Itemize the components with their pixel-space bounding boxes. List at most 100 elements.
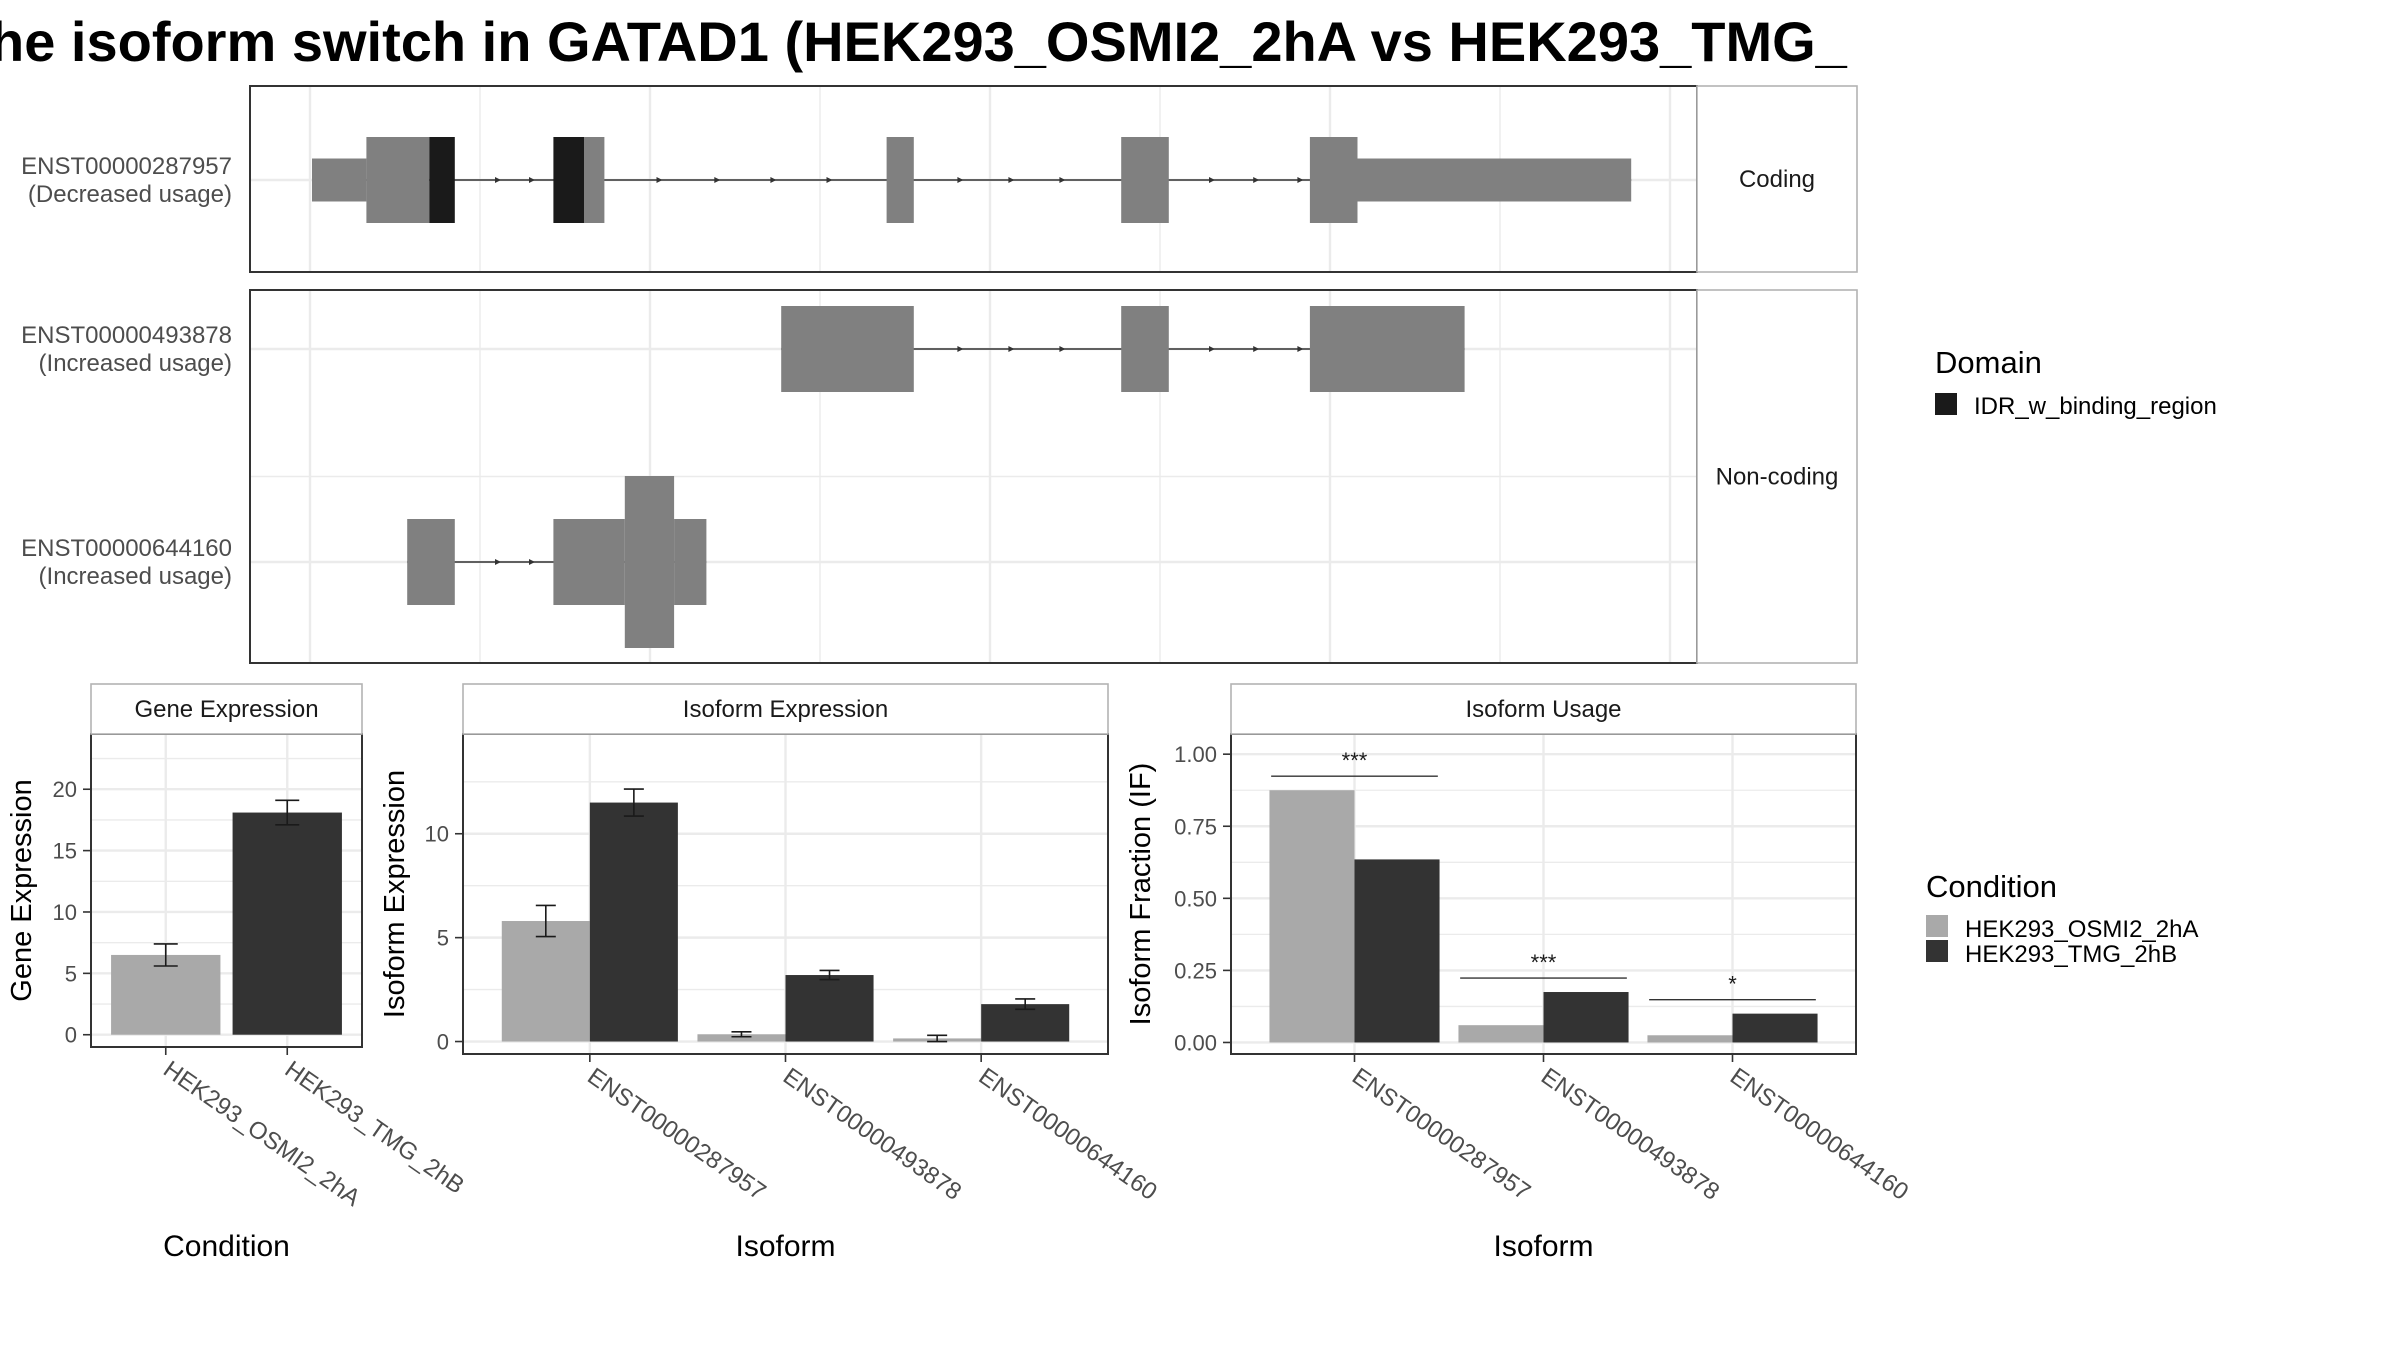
bar: [1269, 790, 1355, 1043]
intron-arrow: [1253, 346, 1260, 352]
bar-plots: Gene Expression05101520HEK293_OSMI2_2hAH…: [6, 683, 1913, 1263]
y-tick-label: 0.00: [1174, 1030, 1217, 1055]
x-tick-label: ENST00000493878: [1536, 1063, 1724, 1206]
error-bar: [275, 799, 300, 826]
x-tick-label: ENST00000287957: [582, 1063, 770, 1206]
chart-title: he isoform switch in GATAD1 (HEK293_OSMI…: [0, 10, 1848, 73]
y-tick-label: 0.25: [1174, 958, 1217, 983]
utr-exon: [1357, 158, 1632, 202]
error-bar: [731, 1030, 752, 1038]
legend-label: IDR_w_binding_region: [1974, 393, 2217, 420]
intron-arrow: [495, 177, 501, 183]
exon: [1309, 137, 1358, 223]
legend-key: [1926, 915, 1948, 937]
exon: [674, 519, 707, 605]
legend-label: HEK293_OSMI2_2hA: [1965, 916, 2198, 943]
intron-arrow: [495, 559, 501, 565]
y-axis-title: Isoform Fraction (IF): [1125, 763, 1157, 1026]
intron-arrow: [656, 177, 663, 183]
domain-exon: [553, 137, 584, 223]
exon: [624, 476, 675, 648]
x-tick-label: ENST00000287957: [1347, 1063, 1535, 1206]
facet-strip: [1696, 85, 1858, 273]
intron-arrow: [714, 177, 721, 183]
bar: [1354, 859, 1440, 1043]
intron-arrow: [1059, 346, 1066, 352]
y-tick-label: 15: [53, 839, 77, 864]
y-tick-label: 1.00: [1174, 742, 1217, 767]
y-axis-title: Gene Expression: [6, 779, 38, 1001]
intron-arrow: [1059, 177, 1066, 183]
transcript-structure-plot: ENST00000287957(Decreased usage) ENST0000…: [21, 85, 1858, 664]
exon: [781, 306, 914, 392]
bar: [785, 975, 874, 1042]
transcript-id-label: ENST00000287957: [21, 153, 232, 180]
facet-strip: [1696, 289, 1858, 664]
x-axis-title: Isoform: [1493, 1230, 1593, 1263]
error-bar: [927, 1034, 948, 1043]
facet-strip: [462, 683, 1109, 735]
facet-label: Isoform Usage: [1465, 696, 1621, 723]
exon: [407, 519, 455, 605]
intron-arrow: [529, 177, 535, 183]
exon: [366, 137, 430, 223]
y-tick-label: 0.75: [1174, 814, 1217, 839]
intron-arrow: [957, 177, 964, 183]
bar: [981, 1004, 1070, 1042]
significance-label: ***: [1342, 748, 1368, 773]
x-tick-label: ENST00000493878: [778, 1063, 966, 1206]
bar: [1647, 1035, 1733, 1043]
transcript-usage-label: (Increased usage): [39, 563, 232, 590]
exon: [886, 137, 914, 223]
y-tick-label: 10: [425, 822, 449, 847]
error-bar: [623, 788, 644, 817]
bar: [111, 954, 221, 1035]
error-bar: [535, 904, 556, 938]
x-tick-label: HEK293_OSMI2_2hA: [158, 1056, 365, 1212]
facet-label: Isoform Expression: [683, 696, 888, 723]
facet-strip: [90, 683, 363, 735]
y-axis-title: Isoform Expression: [379, 770, 411, 1018]
exon: [584, 137, 605, 223]
legend-key: [1935, 393, 1957, 415]
intron-arrow: [957, 346, 964, 352]
bar: [1458, 1025, 1544, 1043]
facet-label: Coding: [1739, 166, 1815, 193]
exon: [553, 519, 625, 605]
exon: [1309, 306, 1465, 392]
exon: [1121, 306, 1169, 392]
utr-exon: [312, 158, 367, 202]
facet-strip: [1230, 683, 1857, 735]
y-tick-label: 0.50: [1174, 886, 1217, 911]
y-tick-label: 10: [53, 900, 77, 925]
bar: [1543, 992, 1629, 1043]
error-bar: [819, 969, 840, 981]
intron-arrow: [1209, 177, 1215, 183]
intron-arrow: [529, 559, 535, 565]
y-tick-label: 20: [53, 777, 77, 802]
intron-arrow: [1297, 177, 1304, 183]
x-tick-label: ENST00000644160: [1725, 1063, 1913, 1206]
transcript-usage-label: (Decreased usage): [28, 181, 232, 208]
y-tick-label: 0: [437, 1030, 449, 1055]
transcript-usage-label: (Increased usage): [39, 350, 232, 377]
exon: [1121, 137, 1169, 223]
legend-label: HEK293_TMG_2hB: [1965, 941, 2177, 968]
x-tick-label: ENST00000644160: [974, 1063, 1162, 1206]
facet-label: Non-coding: [1716, 464, 1839, 491]
intron-arrow: [826, 177, 833, 183]
y-tick-label: 5: [65, 961, 77, 986]
x-axis-title: Condition: [163, 1230, 290, 1263]
transcript-id-label: ENST00000493878: [21, 322, 232, 349]
intron-arrow: [1297, 346, 1304, 352]
transcript-id-label: ENST00000644160: [21, 535, 232, 562]
intron-arrow: [770, 177, 777, 183]
legend-key: [1926, 940, 1948, 962]
legend-title: Condition: [1926, 869, 2057, 904]
y-tick-label: 5: [437, 926, 449, 951]
error-bar: [153, 943, 178, 967]
error-bar: [1015, 998, 1036, 1011]
significance-label: ***: [1531, 950, 1557, 975]
x-axis-title: Isoform: [735, 1230, 835, 1263]
